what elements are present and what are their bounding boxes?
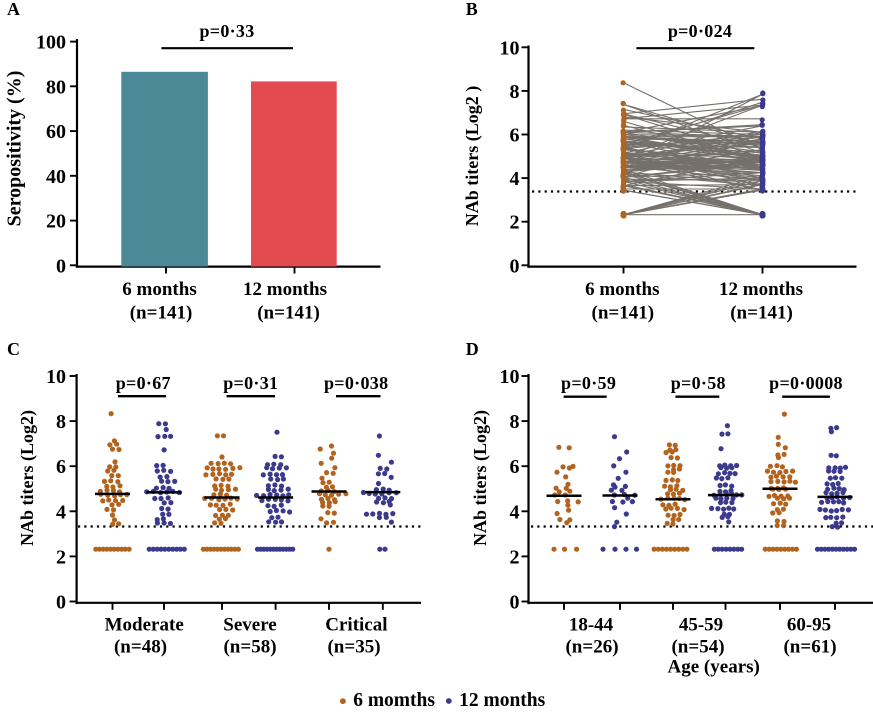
svg-text:10: 10 [500,37,520,59]
svg-text:(n=54): (n=54) [671,636,724,657]
svg-text:2: 2 [510,546,520,568]
svg-text:p=0·58: p=0·58 [671,373,726,393]
svg-text:40: 40 [46,166,66,188]
svg-text:8: 8 [510,411,520,433]
svg-text:p=0·59: p=0·59 [561,373,616,393]
svg-text:p=0·024: p=0·024 [668,21,732,41]
svg-text:NAb titers (Log2): NAb titers (Log2) [17,410,38,546]
svg-text:NAb titers (Log2): NAb titers (Log2) [470,410,491,546]
svg-text:18-44: 18-44 [569,614,614,635]
svg-text:8: 8 [510,81,520,103]
svg-text:60-95: 60-95 [787,614,831,635]
svg-text:A: A [7,0,20,19]
svg-text:6: 6 [510,456,520,478]
svg-text:20: 20 [46,211,66,233]
svg-text:6 months: 6 months [585,279,659,300]
svg-text:0: 0 [56,255,66,277]
svg-text:10: 10 [46,366,66,388]
svg-text:4: 4 [510,501,520,523]
svg-text:2: 2 [510,212,520,234]
svg-text:p=0·31: p=0·31 [223,373,278,393]
svg-text:0: 0 [510,255,520,277]
svg-text:(n=26): (n=26) [565,636,618,657]
svg-text:p=0·33: p=0·33 [199,21,254,41]
svg-text:p=0·67: p=0·67 [116,373,171,393]
svg-text:Severe: Severe [223,614,276,635]
svg-text:(n=58): (n=58) [223,636,276,657]
svg-text:(n=61): (n=61) [783,636,836,657]
svg-text:p=0·038: p=0·038 [324,373,388,393]
svg-text:Seropositivity (%): Seropositivity (%) [3,71,25,227]
svg-text:(n=35): (n=35) [327,636,380,657]
svg-text:4: 4 [510,168,520,190]
svg-text:6: 6 [510,125,520,147]
svg-text:60: 60 [46,121,66,143]
svg-text:(n=48): (n=48) [114,636,167,657]
svg-text:(n=141): (n=141) [130,303,193,324]
svg-text:100: 100 [36,32,66,54]
svg-text:(n=141): (n=141) [257,303,320,324]
svg-text:D: D [466,339,479,359]
svg-text:C: C [7,339,20,359]
svg-text:8: 8 [56,411,66,433]
svg-text:NAb titers (Log2 ): NAb titers (Log2 ) [462,86,483,226]
svg-text:12 months: 12 months [243,279,327,300]
svg-text:0: 0 [56,592,66,614]
svg-text:(n=141): (n=141) [592,303,655,324]
svg-text:10: 10 [500,366,520,388]
svg-text:(n=141): (n=141) [730,303,793,324]
svg-text:80: 80 [46,76,66,98]
svg-text:6: 6 [56,456,66,478]
svg-text:p=0·0008: p=0·0008 [769,373,843,393]
svg-text:B: B [466,0,478,19]
svg-text:Age (years): Age (years) [668,657,760,678]
svg-text:12 months: 12 months [459,690,546,711]
svg-text:Moderate: Moderate [105,614,184,635]
svg-text:4: 4 [56,501,66,523]
svg-text:Critical: Critical [325,614,387,635]
svg-text:45-59: 45-59 [679,614,723,635]
svg-text:2: 2 [56,546,66,568]
svg-text:12 months: 12 months [719,279,803,300]
svg-text:0: 0 [510,592,520,614]
svg-text:6 momths: 6 momths [353,690,435,711]
svg-text:6 months: 6 months [122,279,196,300]
